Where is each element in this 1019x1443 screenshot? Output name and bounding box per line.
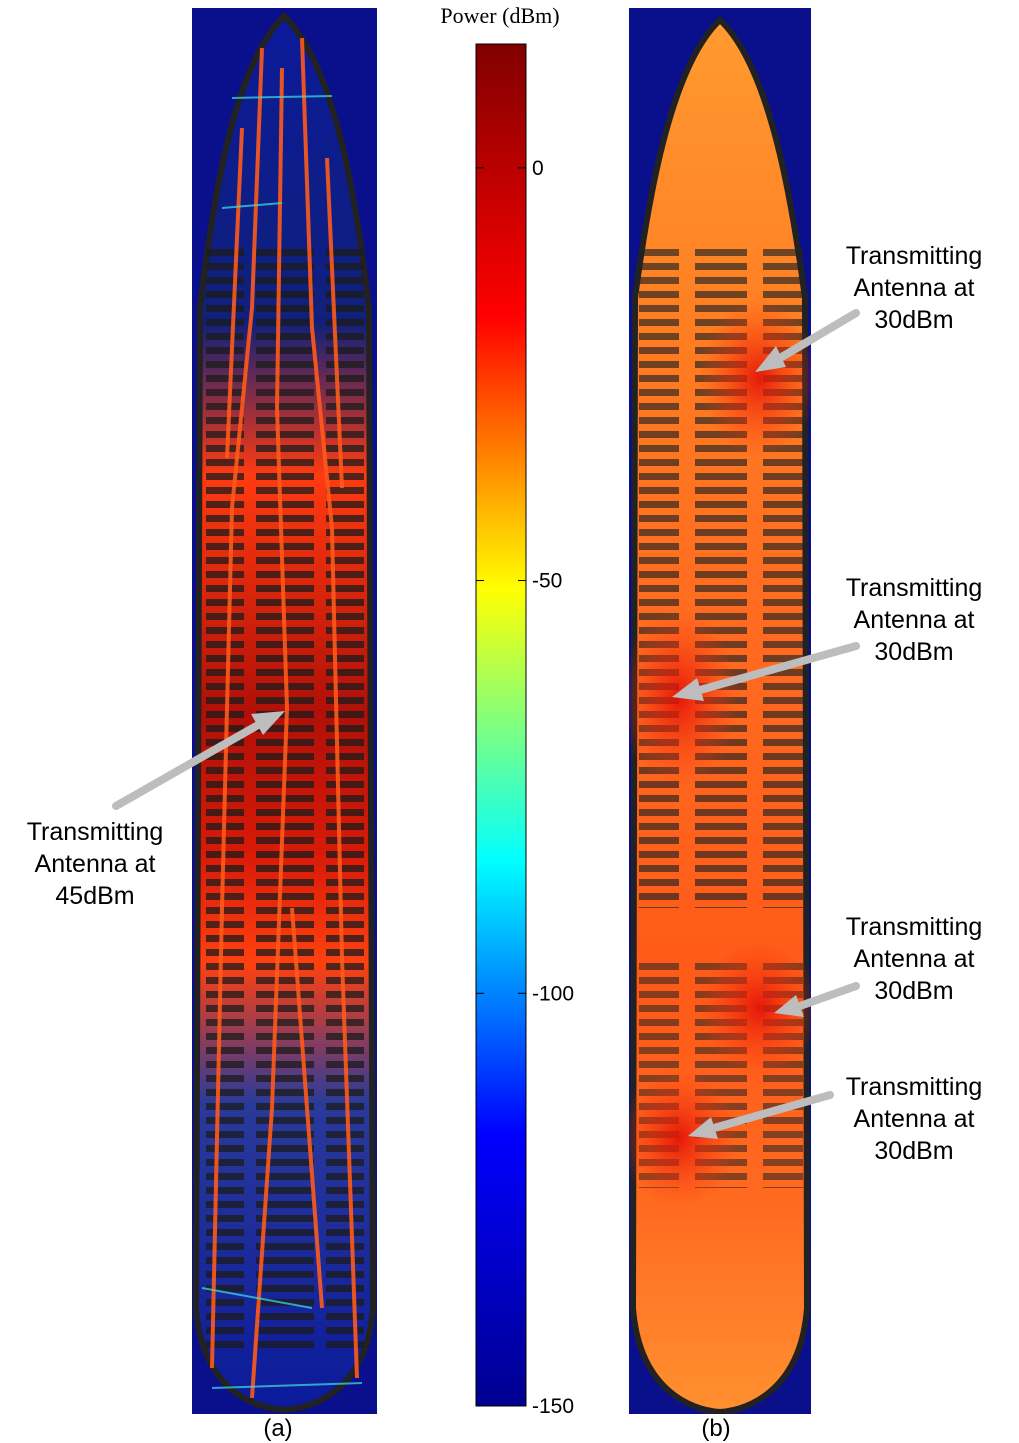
- heatmap-panel-b: [629, 8, 811, 1414]
- panel-label-b: (b): [701, 1415, 731, 1442]
- colorbar-title: Power (dBm): [440, 3, 560, 28]
- annotation-a-45dbm: Transmitting Antenna at 45dBm: [26, 818, 164, 910]
- annotation-b-1: Transmitting Antenna at 30dBm: [845, 242, 983, 334]
- colorbar-tick-label: -100: [532, 982, 574, 1005]
- panel-label-a: (a): [263, 1415, 293, 1442]
- colorbar-tick-label: 0: [532, 157, 544, 180]
- colorbar: 0 -50 -100 -150: [475, 43, 574, 1418]
- heatmap-panel-a: [192, 8, 377, 1414]
- colorbar-tick-label: -150: [532, 1395, 574, 1418]
- annotation-b-2: Transmitting Antenna at 30dBm: [845, 574, 983, 666]
- annotation-b-3: Transmitting Antenna at 30dBm: [845, 913, 983, 1005]
- colorbar-tick-label: -50: [532, 570, 562, 593]
- annotation-b-4: Transmitting Antenna at 30dBm: [845, 1073, 983, 1165]
